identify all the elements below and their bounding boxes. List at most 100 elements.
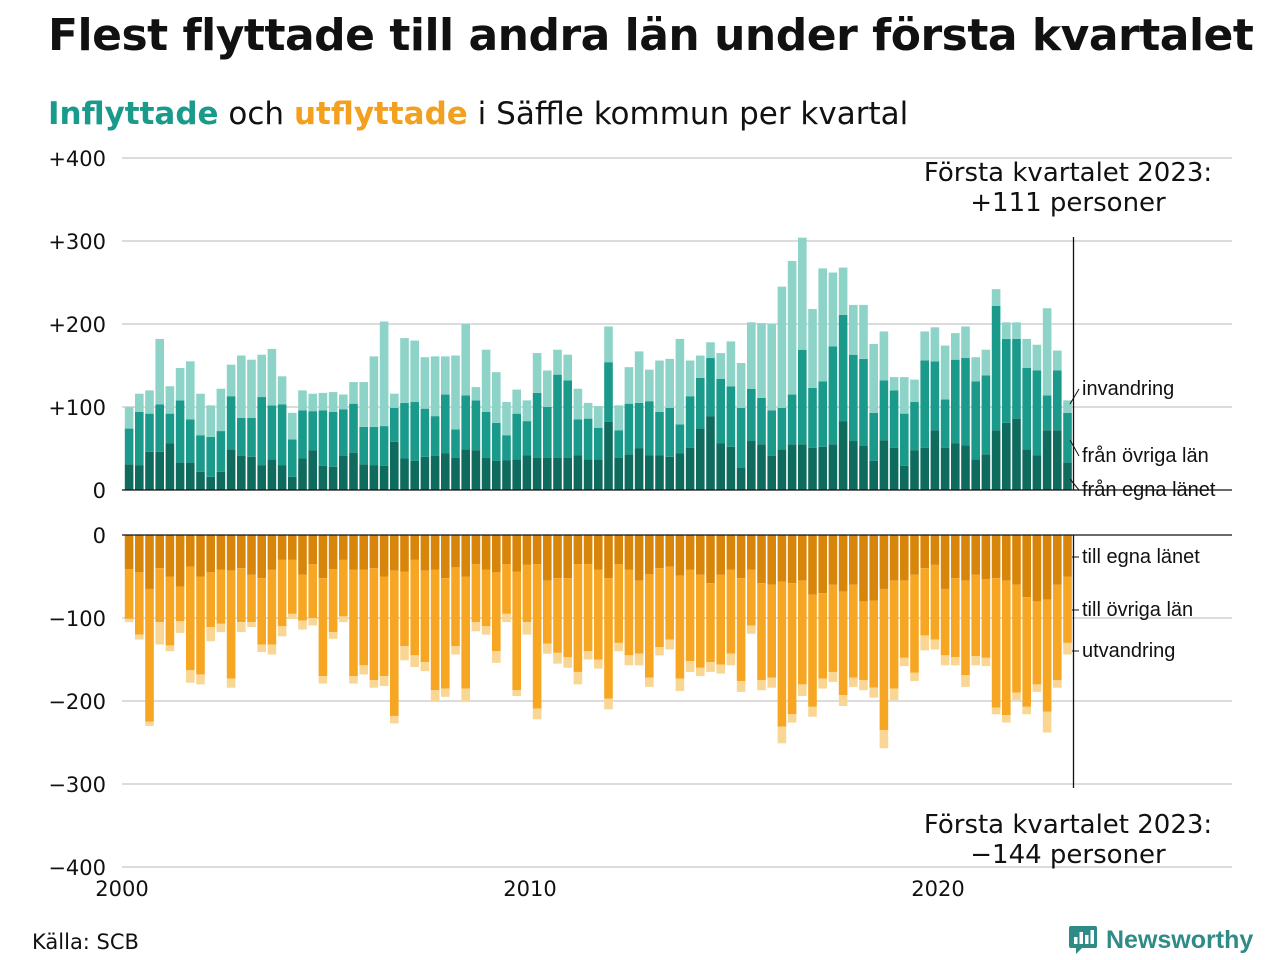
inflow-bar-segment bbox=[1012, 418, 1021, 490]
inflow-bar-segment bbox=[1042, 308, 1052, 396]
inflow-bar-segment bbox=[757, 444, 766, 490]
inflow-bar-segment bbox=[145, 451, 154, 490]
inflow-bar-segment bbox=[716, 443, 725, 490]
inflow-bar-segment bbox=[594, 406, 603, 428]
inflow-bar-segment bbox=[747, 441, 756, 490]
outflow-bar-segment bbox=[543, 580, 552, 644]
outflow-bar-segment bbox=[196, 576, 205, 675]
outflow-bar-segment bbox=[787, 714, 797, 723]
inflow-bar-segment bbox=[940, 345, 950, 400]
inflow-bar-segment bbox=[991, 430, 1001, 490]
inflow-bar-segment bbox=[359, 464, 368, 490]
chart-subtitle: Inflyttade och utflyttade i Säffle kommu… bbox=[48, 96, 908, 132]
outflow-bar-segment bbox=[461, 576, 470, 689]
inflow-bar-segment bbox=[1022, 449, 1031, 490]
inflow-bar-segment bbox=[736, 407, 746, 468]
inflow-bar-segment bbox=[614, 430, 623, 458]
inflow-bar-segment bbox=[645, 455, 654, 490]
outflow-bar-segment bbox=[624, 655, 634, 666]
inflow-bar-segment bbox=[828, 272, 838, 347]
outflow-bar-segment bbox=[471, 564, 481, 623]
outflow-bar-segment bbox=[930, 639, 940, 650]
inflow-bar-segment bbox=[553, 374, 562, 458]
outflow-bar-segment bbox=[135, 572, 144, 635]
outflow-bar-segment bbox=[624, 569, 634, 656]
outflow-bar-segment bbox=[359, 569, 368, 666]
outflow-bar-segment bbox=[155, 535, 164, 569]
outflow-bar-segment bbox=[634, 535, 644, 581]
outflow-bar-segment bbox=[379, 576, 389, 677]
outflow-bar-segment bbox=[604, 535, 613, 579]
inflow-bar-segment bbox=[757, 323, 766, 398]
brand-logo[interactable]: Newsworthy bbox=[1068, 924, 1253, 956]
outflow-bar-segment bbox=[308, 618, 317, 626]
inflow-bar-segment bbox=[981, 375, 991, 455]
outflow-bar-segment bbox=[124, 569, 134, 619]
outflow-bar-segment bbox=[1012, 584, 1021, 693]
inflow-bar-segment bbox=[675, 424, 685, 454]
outflow-bar-segment bbox=[757, 583, 766, 681]
outflow-bar-segment bbox=[910, 574, 919, 673]
inflow-bar-segment bbox=[767, 455, 776, 490]
inflow-bar-segment bbox=[451, 457, 460, 490]
inflow-series-label: från egna länet bbox=[1082, 479, 1216, 501]
outflow-bar-segment bbox=[920, 635, 929, 651]
inflow-bar-segment bbox=[532, 457, 542, 490]
inflow-bar-segment bbox=[961, 445, 970, 490]
inflow-bar-segment bbox=[216, 431, 226, 472]
outflow-bar-segment bbox=[543, 535, 552, 581]
outflow-bar-segment bbox=[135, 634, 144, 640]
outflow-bar-segment bbox=[798, 580, 807, 685]
outflow-bar-segment bbox=[736, 681, 746, 692]
inflow-bar-segment bbox=[951, 443, 960, 490]
outflow-bar-segment bbox=[1063, 642, 1072, 655]
outflow-bar-segment bbox=[226, 678, 236, 688]
inflow-label-leader bbox=[1069, 478, 1080, 491]
inflow-bar-segment bbox=[879, 440, 889, 490]
outflow-bar-segment bbox=[492, 535, 501, 573]
outflow-bar-segment bbox=[247, 622, 256, 628]
y-tick-label: −100 bbox=[48, 607, 106, 631]
inflow-bar-segment bbox=[930, 361, 940, 431]
outflow-bar-segment bbox=[339, 535, 348, 560]
outflow-bar-segment bbox=[604, 698, 613, 710]
outflow-bar-segment bbox=[716, 664, 725, 674]
outflow-bar-segment bbox=[328, 569, 338, 633]
outflow-bar-segment bbox=[991, 707, 1001, 715]
outflow-bar-segment bbox=[777, 726, 787, 744]
inflow-bar-segment bbox=[247, 359, 256, 418]
inflow-bar-segment bbox=[481, 411, 491, 458]
inflow-bar-segment bbox=[237, 417, 246, 456]
inflow-bar-segment bbox=[430, 455, 440, 490]
outflow-bar-segment bbox=[818, 678, 827, 689]
outflow-bar-segment bbox=[237, 568, 246, 623]
inflow-bar-segment bbox=[379, 321, 389, 427]
inflow-bar-segment bbox=[155, 404, 164, 452]
outflow-bar-segment bbox=[920, 568, 929, 636]
outflow-bar-segment bbox=[267, 569, 277, 645]
inflow-bar-segment bbox=[940, 447, 950, 490]
inflow-bar-segment bbox=[838, 267, 848, 315]
inflow-bar-segment bbox=[369, 426, 379, 466]
bottom-annotation-line2: −144 personer bbox=[970, 840, 1166, 870]
outflow-bar-segment bbox=[359, 535, 368, 570]
outflow-bar-segment bbox=[175, 621, 185, 633]
outflow-bar-segment bbox=[726, 535, 736, 570]
inflow-bar-segment bbox=[196, 393, 205, 436]
inflow-bar-segment bbox=[787, 260, 797, 395]
inflow-bar-segment bbox=[226, 396, 236, 450]
inflow-bar-segment bbox=[726, 341, 736, 387]
outflow-bar-segment bbox=[492, 572, 501, 652]
subtitle-rest: i Säffle kommun per kvartal bbox=[477, 96, 909, 132]
outflow-bar-segment bbox=[175, 586, 185, 622]
inflow-bar-segment bbox=[879, 331, 889, 381]
inflow-bar-segment bbox=[237, 455, 246, 490]
outflow-bar-segment bbox=[1032, 535, 1042, 602]
inflow-bar-segment bbox=[135, 411, 144, 466]
inflow-bar-segment bbox=[339, 409, 348, 456]
inflow-bar-segment bbox=[767, 324, 776, 411]
outflow-bar-segment bbox=[624, 535, 634, 570]
outflow-bar-segment bbox=[226, 535, 236, 571]
inflow-bar-segment bbox=[1053, 370, 1062, 431]
outflow-bar-segment bbox=[349, 569, 358, 677]
